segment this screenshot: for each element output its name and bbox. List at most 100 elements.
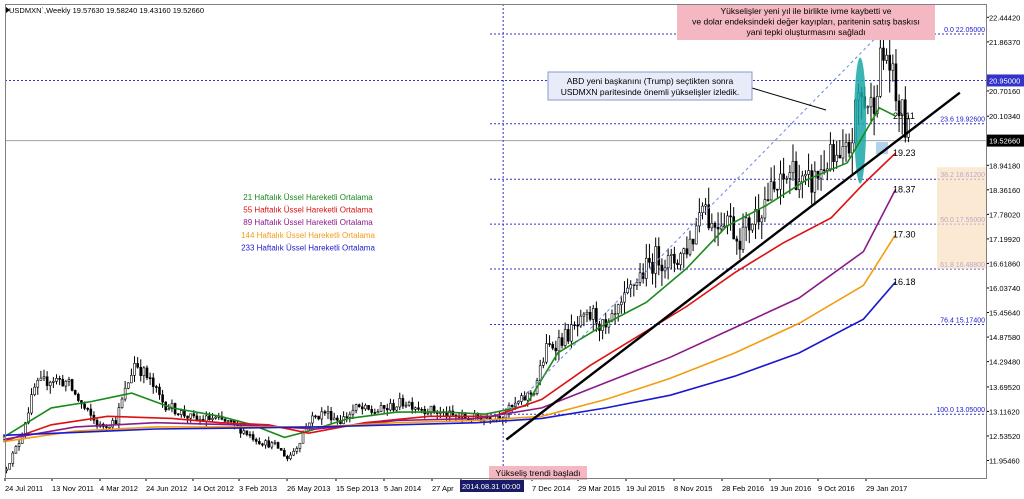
candle-body xyxy=(17,443,21,447)
candle-body xyxy=(61,378,65,387)
candle-body xyxy=(585,311,589,315)
candle-body xyxy=(744,217,748,228)
candle-body xyxy=(726,215,729,227)
candle-body xyxy=(86,408,89,410)
candle-body xyxy=(763,199,767,219)
candle-body xyxy=(872,97,876,114)
candle-body xyxy=(45,376,49,386)
fib-level-label: 0.0 22.05000 xyxy=(944,27,985,34)
candle-body xyxy=(563,329,567,346)
y-tick-label: 13.69520 xyxy=(989,383,1020,392)
candle-body xyxy=(741,226,745,250)
candle-body xyxy=(176,413,180,416)
candle-body xyxy=(551,344,554,349)
candle-body xyxy=(389,403,392,411)
candle-body xyxy=(732,216,735,240)
candle-body xyxy=(710,223,714,229)
candle-body xyxy=(504,413,508,419)
candle-body xyxy=(214,416,217,419)
candle-body xyxy=(329,411,333,421)
candle-body xyxy=(669,253,673,256)
candle-body xyxy=(414,407,417,410)
candle-body xyxy=(570,324,573,342)
candle-body xyxy=(704,204,707,207)
candle-body xyxy=(158,386,161,396)
price-tag-label: 20.95000 xyxy=(989,76,1020,85)
candle-body xyxy=(326,411,330,414)
candle-body xyxy=(264,440,267,446)
candle-body xyxy=(760,217,764,223)
candle-body xyxy=(42,376,46,379)
candle-body xyxy=(676,262,679,266)
x-tick-label: 5 Jan 2014 xyxy=(384,484,421,493)
annotation-pointer xyxy=(751,87,827,111)
candle-body xyxy=(192,413,196,417)
candle-body xyxy=(379,405,383,412)
candle-body xyxy=(348,413,352,418)
candle-body xyxy=(73,390,77,395)
x-tick-label: 9 Oct 2016 xyxy=(818,484,855,493)
last-price-box xyxy=(987,134,1024,147)
fib-zone-highlight xyxy=(937,167,986,269)
candle-body xyxy=(579,315,583,327)
candle-body xyxy=(772,181,776,190)
fib-level-label: 23.6 19.92600 xyxy=(940,117,985,124)
candle-body xyxy=(64,380,68,387)
candle-body xyxy=(8,463,11,470)
candle-body xyxy=(136,363,139,368)
candle-body xyxy=(382,405,386,409)
candle-body xyxy=(657,246,661,266)
candle-body xyxy=(869,97,873,108)
y-tick-label: 20.70160 xyxy=(989,87,1020,96)
fib-level-label: 100.0 13.05000 xyxy=(936,407,985,414)
candle-body xyxy=(782,173,785,180)
candle-body xyxy=(526,392,530,401)
candle-body xyxy=(517,401,520,404)
candle-body xyxy=(588,311,592,320)
x-tick-label: 29 Mar 2015 xyxy=(578,484,620,493)
y-tick-label: 14.29480 xyxy=(989,358,1020,367)
candle-body xyxy=(229,420,233,422)
candle-body xyxy=(354,404,358,411)
candle-body xyxy=(395,406,398,411)
y-tick-label: 13.11620 xyxy=(989,407,1020,416)
x-tick-label: 29 Jan 2017 xyxy=(866,484,907,493)
candle-body xyxy=(907,118,910,138)
candle-body xyxy=(161,394,164,403)
candle-body xyxy=(626,287,629,294)
x-tick-label: 26 May 2013 xyxy=(287,484,330,493)
x-tick-label: 19 Jul 2015 xyxy=(626,484,665,493)
candle-body xyxy=(554,347,558,352)
candle-body xyxy=(904,99,907,138)
candle-body xyxy=(882,47,885,61)
candle-body xyxy=(111,420,114,428)
x-tick-label: 3 Feb 2013 xyxy=(239,484,277,493)
candle-body xyxy=(685,248,689,255)
candle-body xyxy=(167,408,171,411)
candle-body xyxy=(429,405,433,414)
candle-body xyxy=(320,411,324,420)
x-tick-label: 4 Mar 2012 xyxy=(100,484,138,493)
candle-body xyxy=(332,417,336,421)
trump-note-text: ABD yeni başkanını (Trump) seçtikten son… xyxy=(561,76,740,97)
ma-line xyxy=(2,152,897,443)
x-tick-label: 24 Jul 2011 xyxy=(5,484,43,493)
candle-body xyxy=(410,402,414,410)
candle-body xyxy=(251,434,255,440)
candle-body xyxy=(58,378,61,380)
candle-body xyxy=(426,412,430,415)
candle-body xyxy=(810,170,813,193)
candle-body xyxy=(616,304,620,314)
candle-body xyxy=(666,255,670,269)
x-cursor-box xyxy=(460,480,524,492)
candle-body xyxy=(691,238,695,245)
candle-body xyxy=(688,238,692,255)
candle-body xyxy=(52,381,55,383)
candle-body xyxy=(560,337,564,346)
candle-body xyxy=(694,225,698,245)
x-tick-label: 7 Dec 2014 xyxy=(532,484,570,493)
legend-entry: 55 Haftalık Üssel Hareketli Ortalama xyxy=(243,206,373,215)
candle-body xyxy=(276,442,280,449)
candle-body xyxy=(155,386,158,388)
